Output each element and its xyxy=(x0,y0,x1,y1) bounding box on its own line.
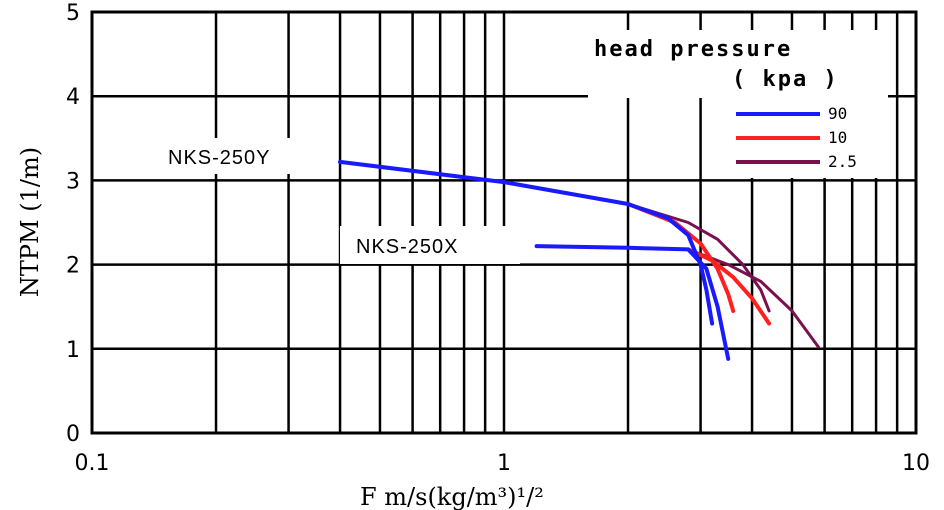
legend: head pressure ( kpa ) 90 10 2.5 xyxy=(588,30,888,178)
legend-label: 10 xyxy=(828,128,847,147)
series-line-nks-250y-90 xyxy=(338,159,715,326)
x-tick-label: 0.1 xyxy=(75,451,110,476)
legend-title: head pressure xyxy=(594,37,792,62)
annotation-nks-250x: NKS-250X xyxy=(356,236,459,258)
legend-label: 90 xyxy=(828,104,847,123)
y-tick-label: 4 xyxy=(66,85,80,110)
annotation-nks-250y: NKS-250Y xyxy=(168,147,271,169)
series-line-nks-250x-90 xyxy=(534,244,731,361)
y-tick-label: 0 xyxy=(66,422,80,447)
y-axis-title: NTPM (1/m) xyxy=(16,147,44,297)
x-tick-label: 10 xyxy=(902,451,930,476)
annotation-nks-250x-bg xyxy=(340,226,520,264)
series-line-nks-250x-10 xyxy=(686,247,772,326)
series-lines xyxy=(338,159,820,361)
x-axis-title: F m/s(kg/m³)¹/² xyxy=(360,483,544,510)
x-tick-label: 1 xyxy=(497,451,511,476)
legend-subtitle: ( kpa ) xyxy=(732,67,839,92)
series-line-nks-250x-2_5 xyxy=(686,247,820,349)
annotation-nks-250y-bg xyxy=(162,138,338,174)
y-tick-label: 1 xyxy=(66,338,80,363)
series-line-nks-250y-2_5 xyxy=(626,202,771,313)
legend-entries: 90 10 2.5 xyxy=(736,104,857,171)
y-tick-label: 5 xyxy=(66,1,80,26)
y-tick-label: 2 xyxy=(66,254,80,279)
legend-label: 2.5 xyxy=(828,152,857,171)
legend-bg xyxy=(588,30,888,98)
tick-labels: 0.1 1 10 0 1 2 3 4 5 xyxy=(66,1,930,476)
y-tick-label: 3 xyxy=(66,169,80,194)
